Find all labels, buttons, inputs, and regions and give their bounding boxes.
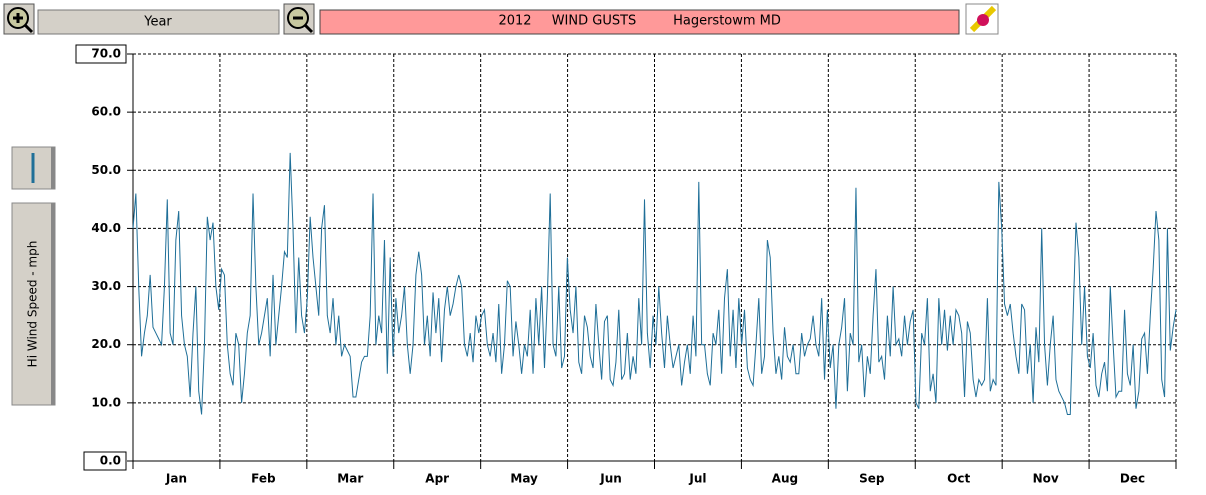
y-axis-label: Hi Wind Speed - mph	[26, 241, 40, 368]
range-button-label: Year	[143, 15, 172, 30]
title-bar	[319, 9, 960, 35]
y-label-button[interactable]	[11, 202, 56, 406]
y-tick-label: 50.0	[91, 163, 121, 177]
x-tick-label: Mar	[337, 472, 363, 486]
range-button[interactable]	[37, 9, 280, 35]
series-line	[132, 152, 1177, 415]
pen-button[interactable]	[965, 3, 999, 35]
y-tick-box	[83, 451, 127, 471]
x-tick-label: Jul	[688, 472, 706, 486]
zoom-out-button[interactable]	[283, 3, 315, 35]
series-button[interactable]	[11, 146, 56, 190]
x-tick-label: May	[510, 472, 538, 486]
button-shadow	[51, 203, 55, 405]
title-year: 2012	[498, 14, 531, 29]
y-tick-box	[75, 44, 127, 64]
x-tick-label: Aug	[772, 472, 798, 486]
x-tick-label: Apr	[425, 472, 449, 486]
y-tick-label: 20.0	[91, 337, 121, 351]
y-tick-label: 30.0	[91, 279, 121, 293]
x-tick-label: Jan	[165, 472, 187, 486]
x-tick-label: Nov	[1033, 472, 1059, 486]
y-tick-label: 10.0	[91, 395, 121, 409]
x-tick-label: Jun	[599, 472, 622, 486]
zoom-in-button[interactable]	[3, 3, 35, 35]
x-tick-label: Sep	[859, 472, 885, 486]
chart-title: WIND GUSTS	[552, 14, 637, 29]
y-tick-label: 60.0	[91, 105, 121, 119]
x-tick-label: Oct	[947, 472, 970, 486]
x-tick-label: Feb	[251, 472, 276, 486]
y-tick-label: 0.0	[100, 454, 121, 468]
x-tick-label: Dec	[1120, 472, 1145, 486]
y-tick-label: 40.0	[91, 221, 121, 235]
y-tick-label: 70.0	[91, 47, 121, 61]
title-location: Hagerstowm MD	[673, 14, 781, 29]
